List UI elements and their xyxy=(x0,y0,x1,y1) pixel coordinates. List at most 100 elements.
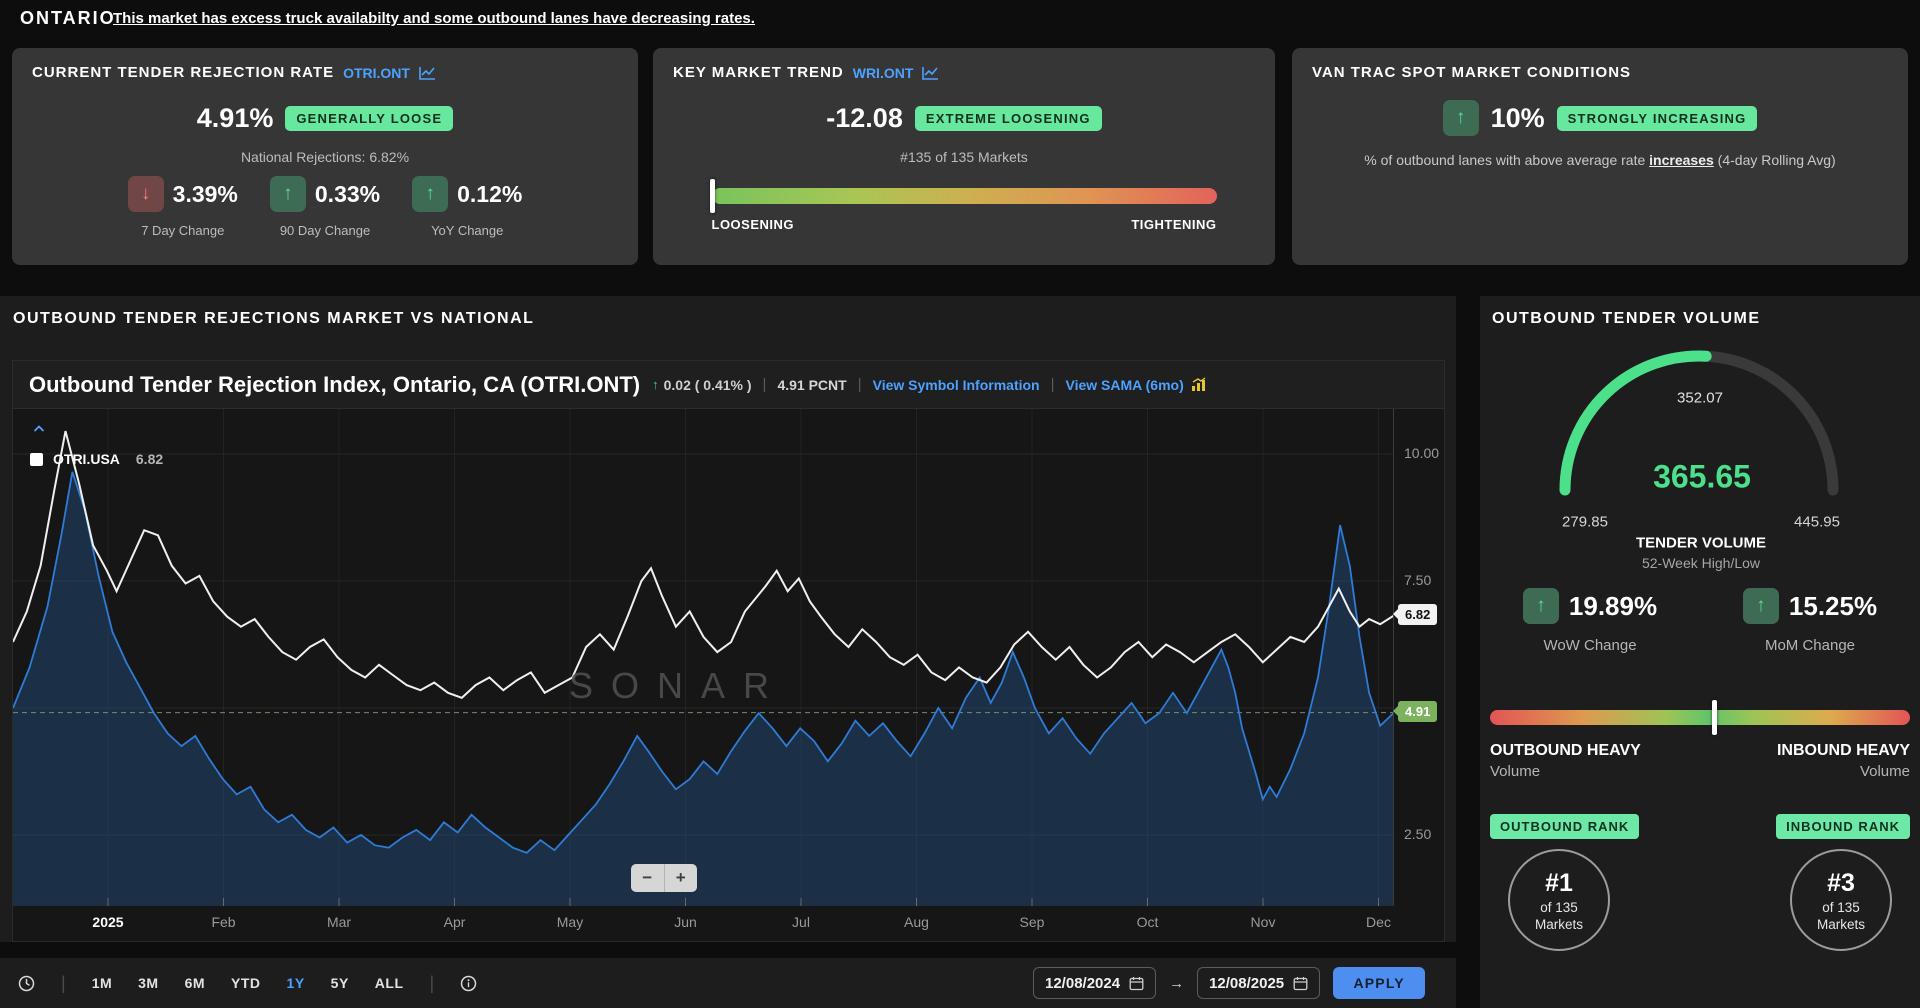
separator: | xyxy=(762,376,767,393)
x-axis-label: Oct xyxy=(1136,914,1159,930)
rank-number: #3 xyxy=(1827,868,1855,897)
x-axis-label: Apr xyxy=(443,914,466,930)
outbound-heavy-sublabel: Volume xyxy=(1490,763,1541,780)
outbound-rank: OUTBOUND RANK #1 of 135 Markets xyxy=(1490,814,1640,951)
card-key-market-trend: KEY MARKET TREND WRI.ONT -12.08 EXTREME … xyxy=(653,48,1275,265)
toolbar-divider: | xyxy=(429,972,435,993)
van-trac-status-badge: STRONGLY INCREASING xyxy=(1556,105,1758,131)
rank-of: of 135 xyxy=(1822,899,1860,915)
x-axis-label: Feb xyxy=(211,914,236,930)
stat-7-day-change: ↓ 3.39% 7 Day Change xyxy=(127,176,238,238)
info-icon[interactable] xyxy=(460,975,477,992)
range-button-5y[interactable]: 5Y xyxy=(330,975,349,991)
rank-markets: Markets xyxy=(1534,916,1583,932)
calendar-icon[interactable] xyxy=(1129,976,1144,991)
tender-volume-gauge xyxy=(1559,350,1839,496)
chart-units: 4.91 PCNT xyxy=(777,376,847,393)
range-button-3m[interactable]: 3M xyxy=(138,975,159,991)
range-button-1m[interactable]: 1M xyxy=(91,975,113,991)
x-axis-label: Jun xyxy=(674,914,697,930)
market-rank-text: #135 of 135 Markets xyxy=(900,149,1028,165)
x-axis-label: Sep xyxy=(1019,914,1045,930)
outbound-rank-circle: #1 of 135 Markets xyxy=(1508,849,1610,951)
zoom-out-button[interactable]: − xyxy=(631,864,665,892)
gauge-low-value: 279.85 xyxy=(1562,513,1608,531)
inbound-rank-circle: #3 of 135 Markets xyxy=(1790,849,1892,951)
range-button-1y[interactable]: 1Y xyxy=(286,975,305,991)
rejection-index-chart[interactable] xyxy=(13,409,1394,906)
apply-button[interactable]: APPLY xyxy=(1333,967,1426,999)
panel-divider xyxy=(0,942,1456,958)
stat-label: YoY Change xyxy=(431,223,504,238)
card-title: VAN TRAC SPOT MARKET CONDITIONS xyxy=(1312,64,1632,81)
legend-series-value: 6.82 xyxy=(135,451,164,467)
market-summary-link[interactable]: This market has excess truck availabilty… xyxy=(113,10,755,27)
legend-series-name: OTRI.USA xyxy=(53,451,120,467)
section-heading-volume: OUTBOUND TENDER VOLUME xyxy=(1492,310,1761,327)
chart-title: Outbound Tender Rejection Index, Ontario… xyxy=(29,371,641,397)
mom-change-value: 15.25% xyxy=(1788,590,1878,621)
sama-gold-chart-icon[interactable] xyxy=(1191,377,1207,392)
range-button-all[interactable]: ALL xyxy=(374,975,404,991)
date-to-input[interactable]: 12/08/2025 xyxy=(1197,967,1321,999)
rank-number: #1 xyxy=(1545,868,1573,897)
symbol-link-wri-ont[interactable]: WRI.ONT xyxy=(852,64,914,81)
inbound-heavy-sublabel: Volume xyxy=(1859,763,1910,780)
separator: | xyxy=(1050,376,1055,393)
outbound-tender-volume-panel: OUTBOUND TENDER VOLUME 352.07 365.65 279… xyxy=(1480,296,1920,1008)
loosening-tightening-scale: LOOSENING TIGHTENING xyxy=(710,179,1217,232)
x-axis-label: Nov xyxy=(1250,914,1276,930)
volume-balance-scale: OUTBOUND HEAVY Volume INBOUND HEAVY Volu… xyxy=(1490,700,1910,780)
up-arrow-icon: ↑ xyxy=(412,176,449,212)
range-button-6m[interactable]: 6M xyxy=(184,975,206,991)
chevron-up-icon[interactable] xyxy=(33,425,45,433)
gauge-subtitle: 52-Week High/Low xyxy=(1641,555,1761,571)
gauge-marker-value: 352.07 xyxy=(1677,389,1723,407)
up-arrow-icon: ↑ xyxy=(1442,100,1479,136)
x-axis-label: May xyxy=(556,914,584,930)
zoom-in-button[interactable]: + xyxy=(675,868,686,887)
balance-marker xyxy=(1712,700,1718,735)
last-value-tag-otri-ont: 4.91 xyxy=(1398,700,1438,722)
otri-plot-area: OTRI.USA 6.82 SONAR − + xyxy=(13,409,1394,906)
symbol-link-otri-ont[interactable]: OTRI.ONT xyxy=(343,64,410,81)
card-current-tender-rejection-rate: CURRENT TENDER REJECTION RATE OTRI.ONT 4… xyxy=(12,48,638,265)
up-arrow-icon: ↑ xyxy=(269,176,306,212)
x-axis-label: Mar xyxy=(326,914,352,930)
rank-markets: Markets xyxy=(1816,916,1865,932)
chart-zoom-control: − + xyxy=(631,864,697,892)
separator: | xyxy=(857,376,862,393)
date-from-input[interactable]: 12/08/2024 xyxy=(1033,967,1157,999)
trend-status-badge: EXTREME LOOSENING xyxy=(914,106,1102,131)
x-axis-label: 2025 xyxy=(92,914,124,930)
date-from-value: 12/08/2024 xyxy=(1045,974,1121,992)
van-trac-description: % of outbound lanes with above average r… xyxy=(1364,152,1836,168)
calendar-icon[interactable] xyxy=(1293,976,1308,991)
outbound-heavy-label: OUTBOUND HEAVY xyxy=(1490,742,1641,759)
change-up-arrow-icon: ↑ xyxy=(652,377,659,392)
wow-change-label: WoW Change xyxy=(1543,637,1637,654)
toolbar-divider: | xyxy=(61,972,66,993)
legend-checkbox-otri-usa[interactable] xyxy=(30,452,43,466)
market-name: ONTARIO xyxy=(20,8,116,28)
view-symbol-information-link[interactable]: View Symbol Information xyxy=(872,376,1040,393)
line-chart-icon[interactable] xyxy=(922,66,939,80)
line-chart-icon[interactable] xyxy=(419,66,436,80)
national-rejections-text: National Rejections: 6.82% xyxy=(240,149,410,165)
card-title: CURRENT TENDER REJECTION RATE xyxy=(32,64,335,81)
view-sama-link[interactable]: View SAMA (6mo) xyxy=(1065,376,1184,393)
chart-header: Outbound Tender Rejection Index, Ontario… xyxy=(13,361,1444,409)
range-button-ytd[interactable]: YTD xyxy=(231,975,261,991)
mom-change-label: MoM Change xyxy=(1764,637,1856,654)
date-to-value: 12/08/2025 xyxy=(1209,974,1285,992)
stat-yoy-change: ↑ 0.12% YoY Change xyxy=(412,176,522,238)
scale-label-loosening: LOOSENING xyxy=(711,217,795,232)
stat-90-day-change: ↑ 0.33% 90 Day Change xyxy=(269,176,380,238)
history-clock-icon[interactable] xyxy=(18,975,35,992)
gauge-high-value: 445.95 xyxy=(1794,513,1840,531)
wow-change: ↑ 19.89% WoW Change xyxy=(1480,588,1700,654)
chart-legend: OTRI.USA 6.82 xyxy=(30,451,163,467)
trend-value: -12.08 xyxy=(826,103,903,133)
stat-value: 0.12% xyxy=(457,180,523,207)
